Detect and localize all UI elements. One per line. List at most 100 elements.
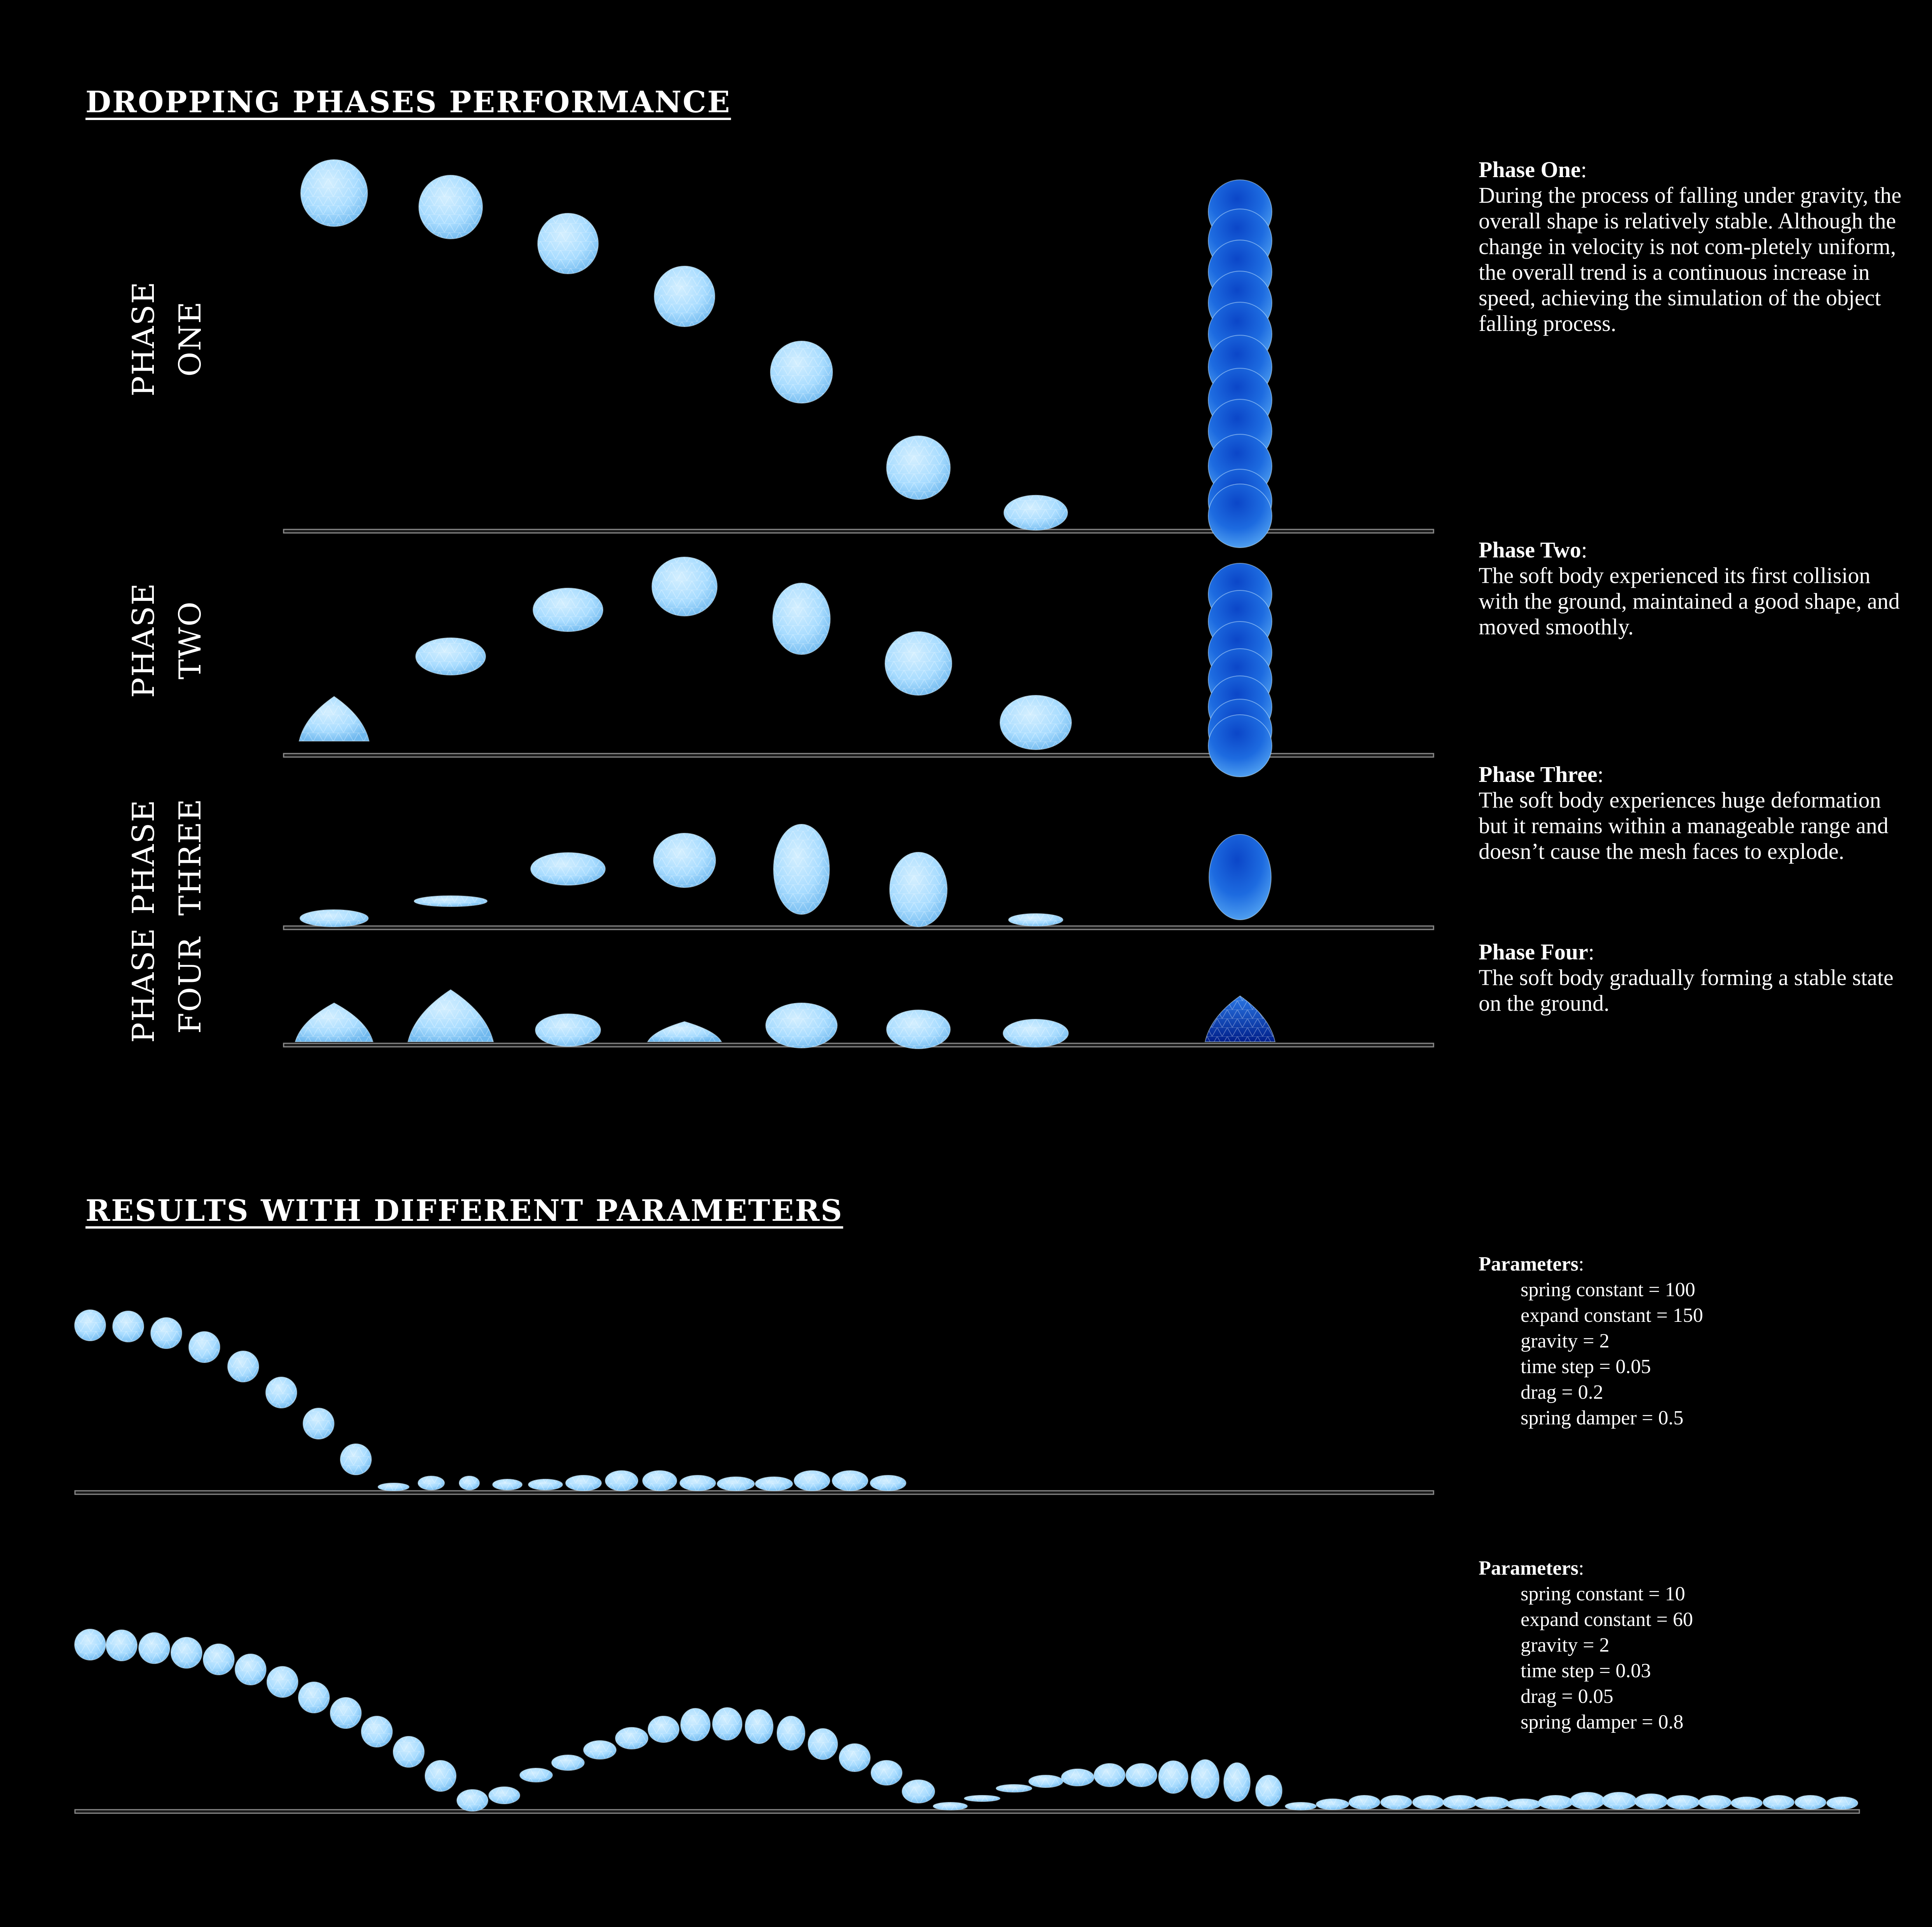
phase-one-frame-mesh <box>770 341 833 403</box>
phase-three-frame-mesh <box>414 896 487 907</box>
phase-four-frame-mesh <box>408 990 493 1042</box>
parameter-set-2-frame-mesh <box>808 1729 838 1760</box>
parameter-set-2-frame-mesh <box>203 1644 234 1675</box>
parameter-set-2-frame-mesh <box>1316 1799 1349 1810</box>
parameter-set-2-frame-mesh <box>1602 1792 1636 1809</box>
parameter-set-2-frame-mesh <box>361 1716 392 1747</box>
parameter-set-2-frame-mesh <box>648 1716 679 1742</box>
parameter-set-2-frame-mesh <box>1763 1795 1794 1809</box>
phase-two-frame-mesh <box>299 696 369 741</box>
parameter-item: spring damper = 0.8 <box>1521 1711 1684 1733</box>
phase-four-description: The soft body gradually forming a stable… <box>1479 965 1894 1016</box>
row-label-phase-three-line1: PHASE <box>126 799 161 915</box>
phase-one-frame-mesh <box>419 175 483 239</box>
parameter-set-1-frame-mesh <box>266 1377 297 1408</box>
parameter-set-2-frame-mesh <box>745 1709 773 1744</box>
phase-four-stacked-frame-mesh <box>1205 996 1275 1042</box>
parameter-set-2-frame-mesh <box>964 1795 1000 1802</box>
parameter-set-1-frame-mesh <box>832 1471 868 1491</box>
parameter-set-1: Parameters: spring constant = 100 expand… <box>1479 1252 1703 1431</box>
parameter-set-1-frame-mesh <box>340 1444 371 1475</box>
phase-two-frame-mesh <box>1000 695 1071 750</box>
phase-four-ground-line <box>283 1043 1434 1048</box>
parameter-set-1-frame-mesh <box>717 1477 754 1491</box>
parameter-set-2-frame-mesh <box>1443 1795 1477 1809</box>
parameter-set-1-frame-mesh <box>113 1311 144 1342</box>
parameter-set-2-frame-mesh <box>520 1768 552 1782</box>
parameter-set-2-frame-mesh <box>1094 1763 1125 1787</box>
phase-one-frame-mesh <box>301 160 368 226</box>
phase-one-description: During the process of falling under grav… <box>1479 183 1902 336</box>
row-label-phase-two-line1: PHASE <box>126 582 161 698</box>
phase-one-ground-line <box>283 529 1434 534</box>
phase-two-colon: : <box>1581 537 1587 562</box>
parameter-item: time step = 0.05 <box>1521 1356 1651 1378</box>
phase-four-frame-mesh <box>887 1010 950 1049</box>
row-label-phase-four-line2: FOUR <box>173 936 208 1034</box>
parameter-set-1-frame-mesh <box>755 1477 793 1491</box>
parameter-set-2-frame-mesh <box>106 1630 137 1661</box>
parameter-item: gravity = 2 <box>1521 1330 1610 1352</box>
parameter-set-2-ground-line <box>74 1809 1860 1814</box>
parameter-set-2-frame-mesh <box>330 1697 361 1729</box>
parameter-set-2-frame-mesh <box>1224 1763 1250 1802</box>
phase-three-frame-mesh <box>773 824 829 914</box>
phase-two-description-block: Phase Two: The soft body experienced its… <box>1479 537 1906 640</box>
phase-four-frame-mesh <box>648 1022 721 1042</box>
parameter-set-1-frame-mesh <box>189 1332 220 1363</box>
phase-four-frame-mesh <box>1003 1019 1068 1047</box>
parameter-set-1-frame-mesh <box>643 1471 677 1491</box>
row-label-phase-one-line1: PHASE <box>126 281 161 397</box>
parameter-set-2-frame-mesh <box>393 1736 424 1767</box>
parameter-item: drag = 0.2 <box>1521 1381 1603 1403</box>
parameter-item: gravity = 2 <box>1521 1634 1610 1656</box>
parameter-item: expand constant = 60 <box>1521 1608 1693 1631</box>
phase-two-ground-line <box>283 753 1434 758</box>
parameter-set-2-frame-mesh <box>1827 1797 1858 1809</box>
parameter-set-1-frame-mesh <box>870 1475 906 1491</box>
parameter-set-2-frame-mesh <box>1285 1802 1316 1810</box>
parameter-set-2-frame-mesh <box>235 1654 266 1685</box>
parameter-set-2-frame-mesh <box>1538 1795 1573 1809</box>
parameter-item: spring constant = 10 <box>1521 1583 1685 1605</box>
parameter-set-2-frame-mesh <box>1029 1775 1063 1788</box>
phase-one-frame-mesh <box>654 266 715 327</box>
parameter-set-2-frame-mesh <box>871 1760 902 1785</box>
parameter-set-2-frame-mesh <box>615 1727 648 1749</box>
parameter-set-2-frame-mesh <box>1731 1797 1762 1809</box>
row-label-phase-four-line1: PHASE <box>126 927 161 1043</box>
parameter-item: time step = 0.03 <box>1521 1660 1651 1682</box>
parameter-set-1-frame-mesh <box>228 1351 259 1382</box>
parameter-set-2-frame-mesh <box>457 1789 488 1811</box>
parameter-item: drag = 0.05 <box>1521 1685 1613 1708</box>
parameter-set-2-frame-mesh <box>996 1784 1032 1792</box>
phase-one-description-block: Phase One: During the process of falling… <box>1479 157 1906 336</box>
parameter-set-2-frame-mesh <box>1635 1794 1667 1809</box>
parameter-set-1-frame-mesh <box>566 1475 601 1491</box>
parameter-set-1-colon: : <box>1578 1253 1584 1275</box>
phase-three-frame-mesh <box>531 853 605 885</box>
parameter-set-2-frame-mesh <box>1126 1763 1157 1787</box>
parameter-set-1-frame-mesh <box>378 1483 409 1491</box>
phase-three-colon: : <box>1597 762 1604 787</box>
parameter-set-2-frame-mesh <box>681 1708 710 1741</box>
parameter-set-2-frame-mesh <box>1699 1795 1731 1809</box>
parameter-set-2-frame-mesh <box>1475 1797 1509 1809</box>
parameter-set-1-frame-mesh <box>528 1479 563 1490</box>
parameter-set-2-frame-mesh <box>552 1755 584 1770</box>
parameter-set-2-frame-mesh <box>1061 1769 1094 1786</box>
parameter-set-1-list: spring constant = 100 expand constant = … <box>1479 1277 1703 1431</box>
parameter-set-2-frame-mesh <box>298 1682 329 1713</box>
parameter-set-2-frame-mesh <box>1413 1795 1444 1809</box>
parameter-set-1-frame-mesh <box>680 1475 716 1491</box>
phase-three-frame-mesh <box>890 852 947 927</box>
parameter-set-2-frame-mesh <box>425 1760 456 1791</box>
phase-one-title: Phase One <box>1479 157 1581 182</box>
parameter-set-2-frame-mesh <box>1191 1760 1219 1798</box>
phase-four-frame-mesh <box>295 1003 373 1042</box>
parameter-set-2-frame-mesh <box>489 1787 520 1804</box>
row-label-phase-three-line2: THREE <box>173 798 208 916</box>
phase-three-stacked-frame <box>1209 834 1272 920</box>
parameter-item: spring constant = 100 <box>1521 1279 1695 1301</box>
parameter-set-2-frame-mesh <box>1159 1761 1188 1793</box>
